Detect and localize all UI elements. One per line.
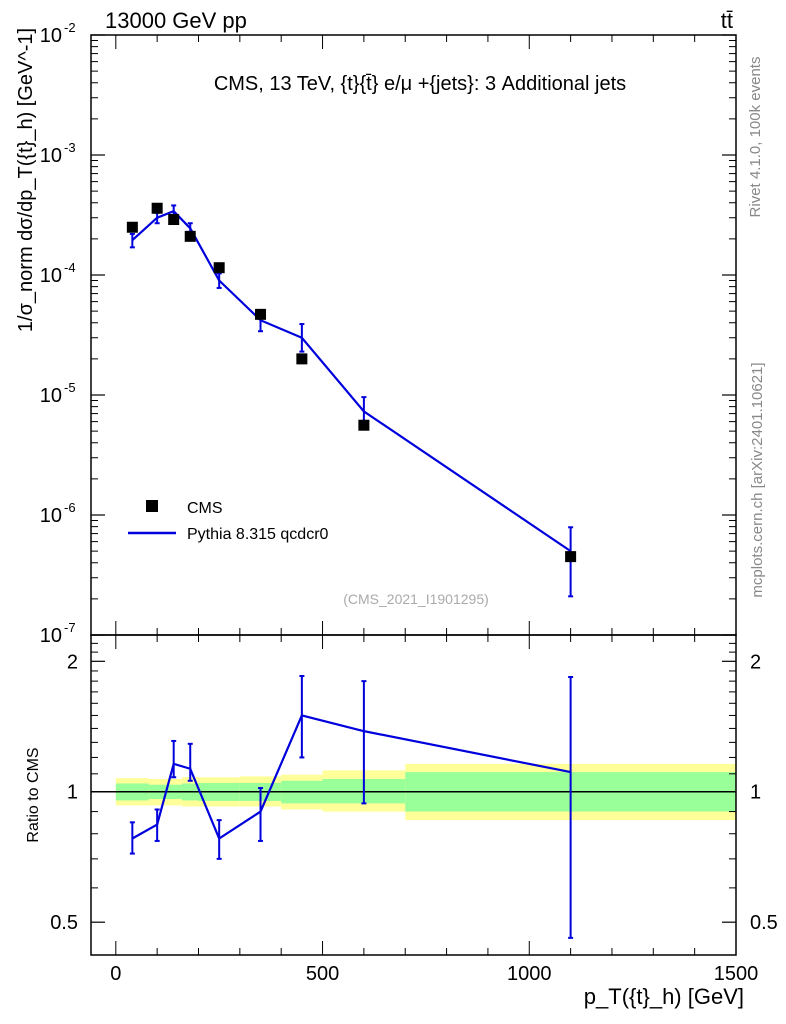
main-y-tick-label-exp-4: -3 (64, 140, 76, 155)
cms-point-6 (296, 353, 308, 365)
ratio-y-tick-label-right-0: 0.5 (750, 912, 778, 934)
main-y-tick-label-exp-0: -7 (64, 620, 76, 635)
cms-point-0 (126, 221, 138, 233)
x-tick-label-3: 1500 (714, 963, 759, 985)
x-tick-label-2: 1000 (507, 963, 552, 985)
ratio-y-tick-label-right-2: 2 (750, 651, 761, 673)
ratio-y-tick-label-left-0: 0.5 (50, 912, 78, 934)
main-y-tick-label-5: 10 (40, 25, 62, 47)
cms-point-3 (184, 230, 196, 242)
x-tick-label-1: 500 (306, 963, 339, 985)
main-y-tick-label-0: 10 (40, 625, 62, 647)
ratio-y-tick-label-left-2: 2 (67, 651, 78, 673)
cms-point-7 (358, 419, 370, 431)
cms-point-4 (213, 262, 225, 274)
main-y-tick-label-exp-3: -4 (64, 260, 76, 275)
cms-point-8 (565, 551, 577, 563)
main-y-tick-label-exp-5: -2 (64, 20, 76, 35)
x-tick-label-0: 0 (110, 963, 121, 985)
chart-title: CMS, 13 TeV, {t}{t̄} e/μ +{jets}: 3 Addi… (214, 73, 626, 95)
legend-label-cms: CMS (187, 500, 223, 517)
main-y-tick-label-exp-1: -6 (64, 500, 76, 515)
main-panel (126, 202, 577, 598)
main-y-tick-label-exp-2: -5 (64, 380, 76, 395)
ratio-uncertainty-bands (91, 763, 736, 821)
x-axis-label: p_T({t}_h) [GeV] (584, 984, 744, 1009)
ratio-y-axis-label: Ratio to CMS (25, 747, 42, 842)
ratio-frame (90, 634, 737, 956)
main-y-tick-label-1: 10 (40, 505, 62, 527)
legend-label-pythia: Pythia 8.315 qcdcr0 (187, 526, 329, 543)
cms-point-1 (151, 202, 163, 214)
main-frame (90, 34, 737, 636)
main-y-tick-label-4: 10 (40, 145, 62, 167)
ratio-axis-ticks: 0.5 0.5 1 1 2 2 0 500 1000 1500 (50, 635, 778, 985)
main-y-tick-label-3: 10 (40, 265, 62, 287)
legend-marker-cms (146, 500, 158, 512)
rivet-label: Rivet 4.1.0, 100k events (747, 57, 764, 218)
ratio-panel (129, 674, 574, 939)
ratio-y-tick-label-right-1: 1 (750, 782, 761, 804)
cms-point-2 (168, 214, 180, 226)
cms-point-5 (255, 308, 267, 320)
process-label: tt̄ (721, 8, 733, 33)
mcplots-label: mcplots.cern.ch [arXiv:2401.10621] (749, 362, 766, 597)
main-y-tick-label-2: 10 (40, 385, 62, 407)
legend: CMS Pythia 8.315 qcdcr0 (128, 500, 329, 543)
ratio-y-tick-label-left-1: 1 (67, 782, 78, 804)
main-axis-ticks: 10-710-610-510-410-310-2 (40, 20, 737, 647)
main-y-axis-label: 1/σ_norm dσ/dp_T({t}_h) [GeV^-1] (15, 28, 37, 332)
energy-label: 13000 GeV pp (105, 8, 247, 33)
analysis-watermark: (CMS_2021_I1901295) (343, 591, 489, 607)
